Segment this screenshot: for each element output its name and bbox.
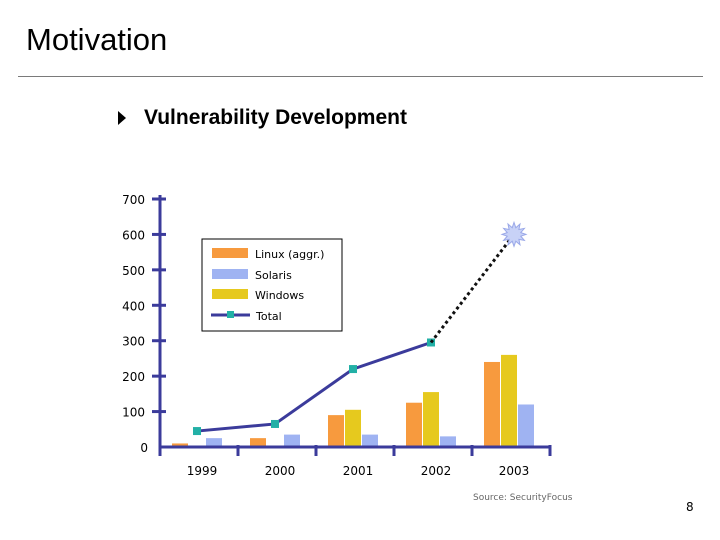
bar-linux-aggr-2003 [484, 361, 500, 447]
bullet-arrow-icon [118, 111, 126, 125]
bar-windows-2002 [423, 392, 439, 447]
projection-line [429, 233, 516, 344]
legend-swatch [212, 269, 248, 279]
legend-label: Windows [255, 289, 304, 302]
legend-label: Total [255, 310, 282, 323]
x-tick-label: 2001 [343, 464, 374, 478]
bar-linux-aggr-2000 [250, 438, 266, 447]
y-tick-label: 500 [122, 264, 145, 278]
page-number: 8 [686, 500, 694, 514]
legend-swatch [212, 289, 248, 299]
x-tick-label: 2002 [421, 464, 452, 478]
title-divider [18, 76, 703, 77]
total-marker-2000 [271, 419, 279, 428]
legend-marker [227, 311, 234, 318]
bar-solaris-2003 [518, 404, 534, 447]
x-tick-label: 2000 [265, 464, 296, 478]
legend-swatch [212, 248, 248, 258]
y-tick-label: 700 [122, 193, 145, 207]
bar-linux-aggr-2002 [406, 402, 422, 447]
bar-linux-aggr-2001 [328, 415, 344, 447]
x-tick-label: 2003 [499, 464, 530, 478]
bullet-point: Vulnerability Development [118, 106, 407, 130]
bar-windows-2003 [501, 354, 517, 447]
bullet-text: Vulnerability Development [144, 106, 407, 129]
bar-solaris-1999 [206, 438, 222, 447]
total-marker-1999 [193, 427, 201, 436]
y-tick-label: 200 [122, 370, 145, 384]
y-tick-label: 100 [122, 406, 145, 420]
total-line [196, 341, 432, 433]
y-tick-label: 300 [122, 335, 145, 349]
slide-title: Motivation [26, 22, 168, 57]
bar-windows-2001 [345, 409, 361, 447]
y-tick-label: 400 [122, 299, 145, 313]
x-tick-label: 1999 [187, 464, 218, 478]
total-marker-2001 [349, 365, 357, 374]
bar-linux-aggr-1999 [172, 443, 188, 447]
projection-starburst [500, 220, 528, 248]
bar-solaris-2000 [284, 434, 300, 447]
y-tick-label: 0 [140, 441, 148, 455]
y-tick-label: 600 [122, 228, 145, 242]
legend-label: Solaris [255, 269, 292, 282]
bar-solaris-2002 [440, 436, 456, 447]
legend-label: Linux (aggr.) [255, 248, 324, 261]
source-note: Source: SecurityFocus [473, 493, 573, 503]
bar-solaris-2001 [362, 434, 378, 447]
